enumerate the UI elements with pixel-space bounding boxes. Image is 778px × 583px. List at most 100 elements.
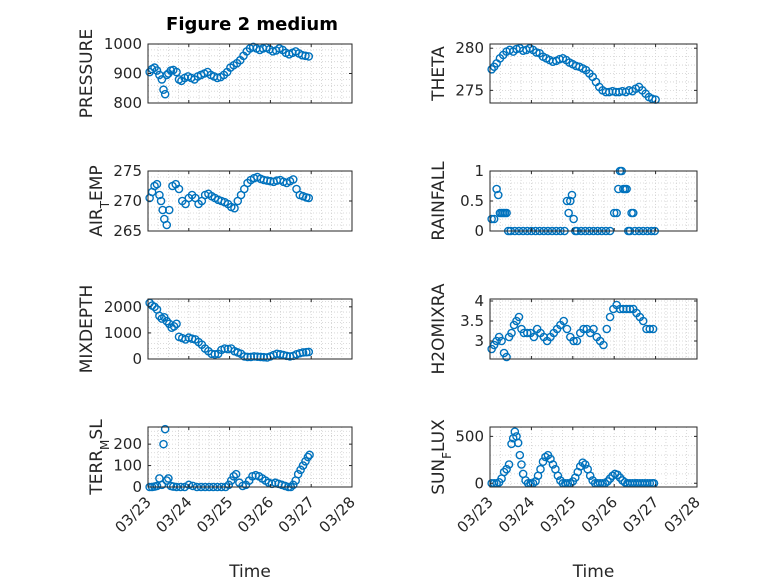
x-tick-label: 03/28 [316, 493, 359, 536]
data-point [562, 196, 572, 206]
data-point [589, 324, 598, 334]
data-point [184, 480, 194, 490]
data-point [156, 196, 166, 206]
data-point [628, 208, 638, 218]
y-tick-label: 0 [132, 350, 142, 368]
data-point [648, 324, 658, 334]
data-point [559, 316, 568, 326]
data-point [569, 214, 578, 224]
data-point [536, 464, 545, 474]
data-point [164, 205, 174, 215]
y-tick-label: 0.5 [460, 192, 484, 210]
grid [489, 299, 698, 359]
x-tick-label: 03/25 [536, 493, 579, 536]
data-point [493, 190, 503, 200]
y-axis-label: RAINFALL [429, 161, 449, 241]
data-point [515, 450, 525, 460]
data-point [155, 190, 164, 200]
subplot-terr-msl: 0 100 200TERRMSL03/2303/2403/2503/2603/270… [87, 419, 359, 582]
data-point [172, 67, 181, 77]
data-point [487, 214, 496, 224]
data-point [226, 476, 236, 485]
x-tick-label: 03/23 [454, 493, 497, 536]
data-point [517, 460, 526, 469]
y-tick-label: 200 [113, 435, 142, 453]
x-tick-label: 03/24 [152, 493, 195, 536]
y-axis-label: TERRMSL [87, 419, 112, 496]
data-point [645, 324, 655, 334]
data-point [532, 48, 541, 57]
x-tick-label: 03/26 [234, 493, 277, 536]
data-point [152, 179, 162, 189]
data-point [152, 66, 162, 75]
subplot-sun-flux: 0 500SUNFLUX03/2303/2403/2503/2603/2703/2… [429, 419, 704, 582]
x-axis-label: Time [572, 562, 615, 582]
data-point [548, 460, 558, 469]
data-point [298, 461, 308, 470]
data-point [514, 312, 524, 322]
data-point [172, 319, 181, 329]
data-point [301, 456, 310, 466]
data-point [157, 480, 167, 490]
series-points [487, 43, 660, 104]
y-tick-label: 3 [474, 332, 484, 350]
data-point [229, 471, 238, 481]
data-point [304, 193, 314, 203]
data-point [647, 94, 657, 104]
y-tick-label: 800 [113, 94, 142, 112]
data-point [187, 334, 197, 343]
data-point [293, 469, 303, 479]
data-point [529, 332, 539, 342]
x-tick-label: 03/28 [661, 493, 704, 536]
data-point [489, 214, 499, 224]
y-tick-label: 270 [113, 192, 142, 210]
x-tick-label: 03/27 [619, 493, 662, 536]
subplot-h2omixra: 3 3.5 4 H2OMIXRA [429, 283, 698, 375]
series-points [145, 172, 314, 230]
data-point [510, 427, 520, 436]
subplot-rainfall: 0 0.5 1 RAINFALL [429, 161, 698, 241]
y-tick-label: 0 [474, 222, 484, 240]
y-tick-label: 3.5 [460, 312, 484, 330]
data-point [304, 52, 314, 61]
data-point [609, 208, 619, 218]
x-tick-label: 03/23 [112, 493, 155, 536]
y-tick-label: 275 [113, 162, 142, 180]
data-point [504, 460, 514, 469]
data-point [612, 208, 621, 218]
data-point [303, 452, 313, 462]
data-point [169, 322, 179, 331]
data-point [487, 64, 496, 74]
data-point [210, 350, 220, 359]
data-point [538, 457, 548, 466]
data-point [522, 328, 532, 338]
data-point [497, 336, 506, 346]
data-point [174, 184, 184, 194]
y-tick-label: 2000 [104, 298, 142, 316]
data-point [159, 85, 168, 95]
data-point [160, 424, 170, 434]
y-tick-label: 100 [113, 457, 142, 475]
data-point [296, 465, 305, 475]
y-tick-label: 1 [474, 162, 484, 180]
data-point [152, 481, 162, 491]
y-tick-label: 0 [474, 474, 484, 492]
data-point [159, 439, 168, 449]
y-tick-label: 275 [455, 81, 484, 99]
data-point [288, 480, 298, 490]
data-point [578, 458, 588, 467]
y-axis-label: AIRTEMP [87, 165, 112, 236]
data-point [572, 336, 582, 346]
y-tick-label: 1000 [104, 35, 142, 53]
data-point [230, 203, 239, 213]
data-point [564, 208, 573, 218]
data-point [224, 480, 234, 490]
data-point [541, 452, 550, 462]
data-point [579, 324, 588, 334]
figure-title: Figure 2 medium [166, 14, 338, 35]
data-point [553, 471, 563, 481]
data-point [513, 438, 523, 448]
y-tick-label: 0 [132, 478, 142, 496]
y-tick-label: 265 [113, 222, 142, 240]
